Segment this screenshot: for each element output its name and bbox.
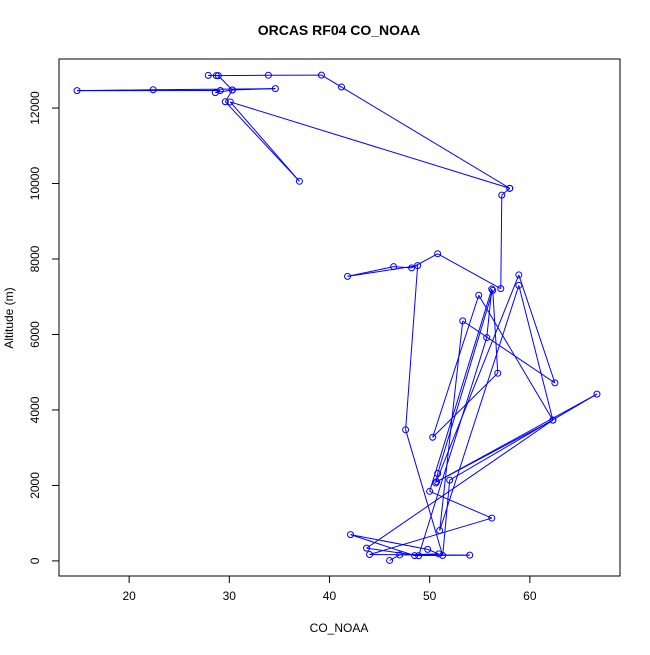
- series-segment: [230, 102, 509, 188]
- series-layer: [74, 72, 600, 563]
- series-segment: [348, 267, 394, 277]
- y-axis: 0 2000 4000 6000 8000 10000 12000: [28, 91, 59, 564]
- series-segment: [370, 555, 470, 556]
- x-axis: 20 30 40 50 60: [122, 576, 536, 603]
- series-segment: [430, 491, 492, 518]
- x-tick-label: 20: [122, 589, 136, 603]
- series-segment: [502, 188, 510, 195]
- series-segment: [440, 285, 519, 530]
- series-segment: [438, 254, 501, 289]
- y-tick-label: 4000: [28, 396, 42, 423]
- series-segment: [519, 275, 555, 383]
- y-tick-label: 10000: [28, 167, 42, 201]
- series-segment: [519, 285, 553, 420]
- series-segment: [479, 295, 553, 420]
- series-segment: [367, 420, 553, 548]
- series-segment: [433, 295, 479, 437]
- x-axis-label: CO_NOAA: [310, 621, 369, 635]
- plot-frame: [59, 59, 620, 576]
- series-segment: [493, 290, 498, 373]
- series-segment: [438, 290, 493, 473]
- series-segment: [225, 90, 232, 102]
- x-tick-label: 30: [223, 589, 237, 603]
- series-segment: [412, 254, 438, 268]
- series-segment: [501, 195, 502, 289]
- series-segment: [225, 102, 299, 182]
- series-segment: [437, 394, 597, 482]
- chart-title: ORCAS RF04 CO_NOAA: [258, 22, 421, 38]
- data-point: [507, 185, 513, 191]
- series-segment: [463, 321, 555, 383]
- x-tick-label: 60: [523, 589, 537, 603]
- x-tick-label: 40: [323, 589, 337, 603]
- series-segment: [230, 102, 299, 181]
- y-tick-label: 8000: [28, 245, 42, 272]
- series-segment: [342, 87, 510, 188]
- y-tick-label: 6000: [28, 321, 42, 348]
- y-tick-label: 0: [28, 557, 42, 564]
- y-tick-label: 2000: [28, 472, 42, 499]
- series-segment: [450, 394, 597, 480]
- y-tick-label: 12000: [28, 91, 42, 125]
- y-axis-label: Altitude (m): [2, 287, 16, 348]
- series-segment: [406, 266, 418, 430]
- x-tick-label: 50: [423, 589, 437, 603]
